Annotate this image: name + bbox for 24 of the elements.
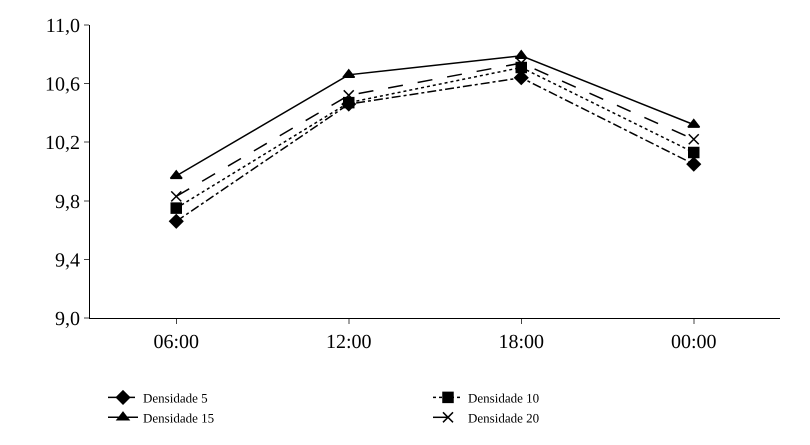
legend-label: Densidade 10	[468, 390, 540, 406]
x-tick-label: 06:00	[153, 331, 200, 353]
x-tick-label: 12:00	[326, 331, 372, 353]
point	[686, 156, 701, 172]
y-tick-label: 10,6	[45, 74, 80, 96]
point	[342, 69, 356, 78]
legend-label: Densidade 15	[143, 410, 214, 426]
y-tick-label: 9,8	[55, 190, 80, 213]
y-tick-label: 10,2	[45, 132, 80, 154]
y-tick-label: 9,4	[55, 249, 80, 272]
point	[170, 170, 183, 180]
y-tick-label: 11,0	[46, 15, 80, 37]
legend-label: Densidade 20	[468, 410, 540, 426]
point	[170, 202, 182, 214]
point	[688, 134, 700, 146]
point	[514, 50, 528, 60]
x-tick-label: 18:00	[498, 331, 544, 353]
x-tick-label: 00:00	[670, 331, 717, 353]
legend-label: Densidade 5	[143, 390, 208, 406]
point	[688, 146, 700, 158]
point	[687, 118, 700, 128]
point	[169, 214, 184, 229]
point	[170, 190, 182, 202]
y-tick-label: 9,0	[55, 308, 80, 330]
